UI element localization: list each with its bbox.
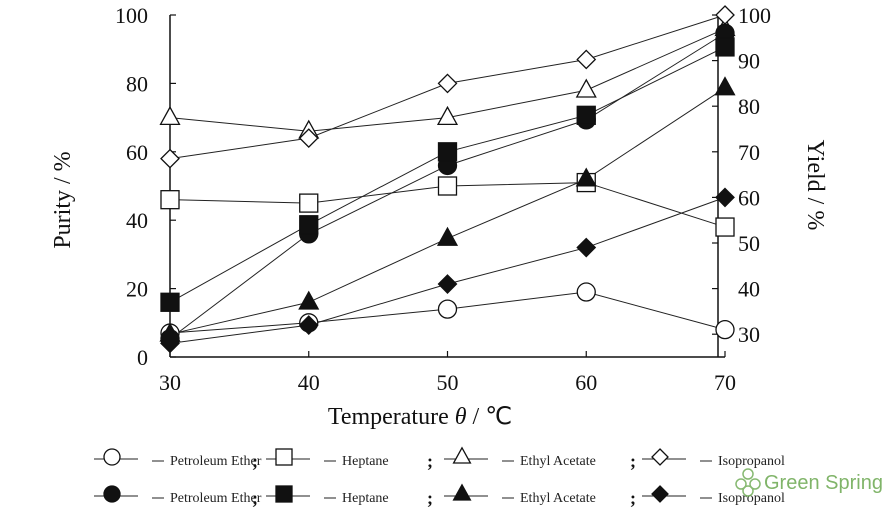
legend-marker-circle-open xyxy=(103,448,121,466)
legend-separator: ; xyxy=(630,488,636,508)
legend-label: Isopropanol xyxy=(718,491,785,506)
legend-marker-square-open xyxy=(275,448,293,466)
data-point-diamond-open xyxy=(160,148,180,169)
data-point-diamond-filled xyxy=(298,315,319,335)
data-point-square-open xyxy=(299,193,319,213)
legend-label: Isopropanol xyxy=(718,454,785,469)
y-left-tick-label: 60 xyxy=(126,140,148,165)
x-tick-label: 30 xyxy=(159,370,181,395)
y-right-tick-label: 50 xyxy=(738,231,760,256)
watermark: Green Spring xyxy=(735,468,883,497)
x-tick-label: 50 xyxy=(437,370,459,395)
y-axis-right-title: Yield / % xyxy=(802,140,828,231)
legend-label: Ethyl Acetate xyxy=(520,454,596,469)
y-left-tick-label: 0 xyxy=(137,345,148,370)
series-line-diamond-filled xyxy=(169,196,726,344)
series-markers xyxy=(159,5,736,354)
legend-label: Heptane xyxy=(342,491,389,506)
data-point-diamond-open xyxy=(437,73,458,94)
data-point-square-filled xyxy=(437,142,458,162)
leaf-logo-icon xyxy=(735,468,761,497)
x-axis-title: Temperature θ / ℃ xyxy=(328,404,512,430)
data-point-square-open xyxy=(160,190,180,210)
legend-marker-diamond-open xyxy=(651,448,669,466)
watermark-text: Green Spring xyxy=(764,472,883,494)
y-right-tick-label: 70 xyxy=(738,140,760,165)
y-left-tick-label: 40 xyxy=(126,208,148,233)
legend-label: Ethyl Acetate xyxy=(520,491,596,506)
data-point-square-open xyxy=(715,217,735,237)
data-point-diamond-filled xyxy=(437,274,458,294)
y-right-tick-label: 40 xyxy=(738,277,760,302)
data-point-diamond-filled xyxy=(160,333,180,354)
data-point-triangle-open xyxy=(575,78,597,98)
data-point-circle-open xyxy=(437,299,458,319)
legend: Petroleum Ether; Heptane; Ethyl Acetate; Is… xyxy=(94,446,785,508)
y-right-tick-label: 30 xyxy=(738,322,760,347)
data-point-triangle-filled xyxy=(298,290,320,310)
data-point-triangle-filled xyxy=(575,167,597,187)
data-point-square-filled xyxy=(576,105,596,125)
x-tick-label: 60 xyxy=(575,370,597,395)
x-tick-label: 70 xyxy=(714,370,736,395)
y-left-tick-label: 80 xyxy=(126,71,148,96)
y-right-tick-label: 90 xyxy=(738,49,760,74)
y-left-tick-label: 20 xyxy=(126,277,148,302)
legend-separator: ; xyxy=(427,488,433,508)
data-point-circle-open xyxy=(576,282,596,302)
legend-label: Heptane xyxy=(342,454,389,469)
data-point-triangle-filled xyxy=(436,226,459,246)
data-point-triangle-open xyxy=(159,105,181,125)
y-left-tick-label: 100 xyxy=(115,3,148,28)
legend-separator: ; xyxy=(427,451,433,471)
x-tick-label: 40 xyxy=(298,370,320,395)
data-point-square-open xyxy=(437,176,458,196)
data-point-diamond-filled xyxy=(715,187,735,208)
legend-separator: ; xyxy=(630,451,636,471)
legend-separator: ; xyxy=(252,451,258,471)
legend-marker-circle-filled xyxy=(103,485,121,503)
data-point-circle-open xyxy=(715,319,735,340)
legend-marker-triangle-filled xyxy=(452,483,472,501)
tick-labels: 30 40 50 60 70 0 20 40 60 80 100 30 40 50 60 70 80 90 100 xyxy=(115,3,771,395)
legend-marker-diamond-filled xyxy=(651,485,669,503)
x-axis-title-unit: / ℃ xyxy=(467,404,513,430)
data-point-triangle-filled xyxy=(714,76,736,96)
data-point-diamond-open xyxy=(298,128,319,149)
y-axis-left-title: Purity / % xyxy=(50,151,76,248)
x-axis-title-prefix: Temperature xyxy=(328,404,455,430)
x-axis-title-variable: θ xyxy=(455,404,467,430)
data-point-diamond-open xyxy=(576,49,597,70)
legend-separator: ; xyxy=(252,488,258,508)
data-point-triangle-open xyxy=(436,105,459,125)
legend-marker-triangle-open xyxy=(452,446,472,464)
legend-label: Petroleum Ether xyxy=(170,454,262,469)
y-right-tick-label: 80 xyxy=(738,94,760,119)
y-right-tick-label: 60 xyxy=(738,185,760,210)
data-point-square-filled xyxy=(715,37,735,57)
data-point-square-filled xyxy=(160,292,180,312)
y-right-tick-label: 100 xyxy=(738,3,771,28)
legend-marker-square-filled xyxy=(275,485,293,503)
data-point-square-filled xyxy=(299,215,319,235)
legend-label: Petroleum Ether xyxy=(170,491,262,506)
data-point-diamond-filled xyxy=(576,237,597,258)
